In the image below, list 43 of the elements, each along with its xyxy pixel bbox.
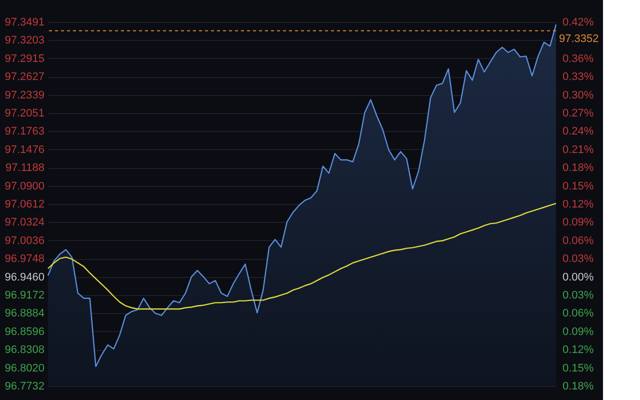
y2-tick-label: 0.27% [562,108,594,120]
y-tick-label: 96.8308 [4,344,44,356]
ref-line-label: 97.3352 [559,32,599,45]
y-tick-label: 97.2339 [4,89,44,102]
y-tick-label: 97.2051 [4,108,44,120]
y-tick-label: 97.2915 [4,52,44,65]
y2-tick-label: 0.03% [562,290,594,302]
y2-tick-label: 0.15% [562,362,594,374]
y2-tick-label: 0.24% [562,126,594,138]
y2-tick-label: 0.09% [562,326,594,338]
y-tick-label: 97.3491 [4,16,44,28]
y2-tick-label: 0.12% [562,344,594,356]
y2-tick-label: 0.42% [562,16,594,28]
y-tick-label: 97.1763 [4,126,44,138]
y2-tick-label: 0.36% [562,52,594,65]
y2-tick-label: 0.18% [562,162,594,174]
y2-tick-label: 0.09% [562,216,594,229]
y2-tick-label: 0.18% [562,380,594,392]
y-tick-label: 97.0036 [4,234,44,247]
y2-tick-label: 0.06% [562,308,594,320]
y-tick-label: 97.0612 [4,198,44,210]
y2-tick-label: 0.12% [562,198,594,210]
y-tick-label: 97.0324 [4,216,44,229]
y-tick-label: 96.9460 [4,271,44,284]
y2-tick-label: 0.21% [562,144,594,156]
y2-tick-label: 0.06% [562,234,594,247]
y-tick-label: 97.1476 [4,144,44,156]
y-tick-label: 97.1188 [6,162,44,174]
y-tick-label: 96.7732 [4,380,44,392]
y2-tick-label: 0.33% [562,71,594,84]
y-tick-label: 96.9748 [4,253,44,266]
y-tick-label: 96.8596 [4,326,44,338]
y-tick-label: 96.8884 [4,308,44,320]
y-tick-label: 96.8020 [4,362,44,374]
line-series [47,202,557,310]
y2-tick-label: 0.15% [562,180,594,192]
y2-tick-label: 0.03% [562,253,594,266]
y-tick-label: 97.2627 [4,71,44,84]
y2-tick-label: 0.30% [562,89,594,102]
y2-tick-label: 0.00% [562,271,594,284]
y-tick-label: 96.9172 [4,289,44,302]
y-tick-label: 97.0900 [4,180,44,192]
y-tick-label: 97.3203 [4,34,44,47]
